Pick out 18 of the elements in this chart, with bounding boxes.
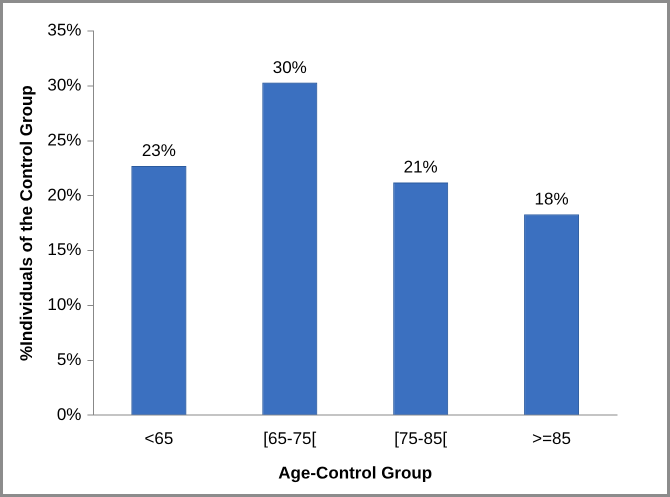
y-tick-label: 25%	[47, 130, 82, 150]
y-tick-label: 20%	[47, 185, 82, 204]
y-tick-label: 0%	[56, 404, 82, 424]
y-tick-label: 15%	[47, 240, 82, 260]
data-label: 18%	[534, 190, 569, 209]
x-axis-title: Age-Control Group	[278, 463, 432, 482]
x-tick-label: [75-85[	[394, 429, 448, 448]
x-tick-label: <65	[144, 429, 174, 448]
x-tick-label: [65-75[	[263, 429, 316, 448]
data-label: 21%	[404, 158, 438, 177]
y-axis-title: %Individuals of the Control Group	[16, 85, 36, 361]
x-tick-label: >=85	[532, 429, 571, 448]
y-tick-label: 30%	[47, 76, 82, 95]
y-tick-label: 35%	[47, 20, 82, 40]
y-tick-label: 10%	[47, 295, 82, 314]
y-tick-label: 5%	[56, 350, 82, 369]
data-label: 23%	[142, 141, 176, 160]
data-label: 30%	[272, 58, 307, 77]
